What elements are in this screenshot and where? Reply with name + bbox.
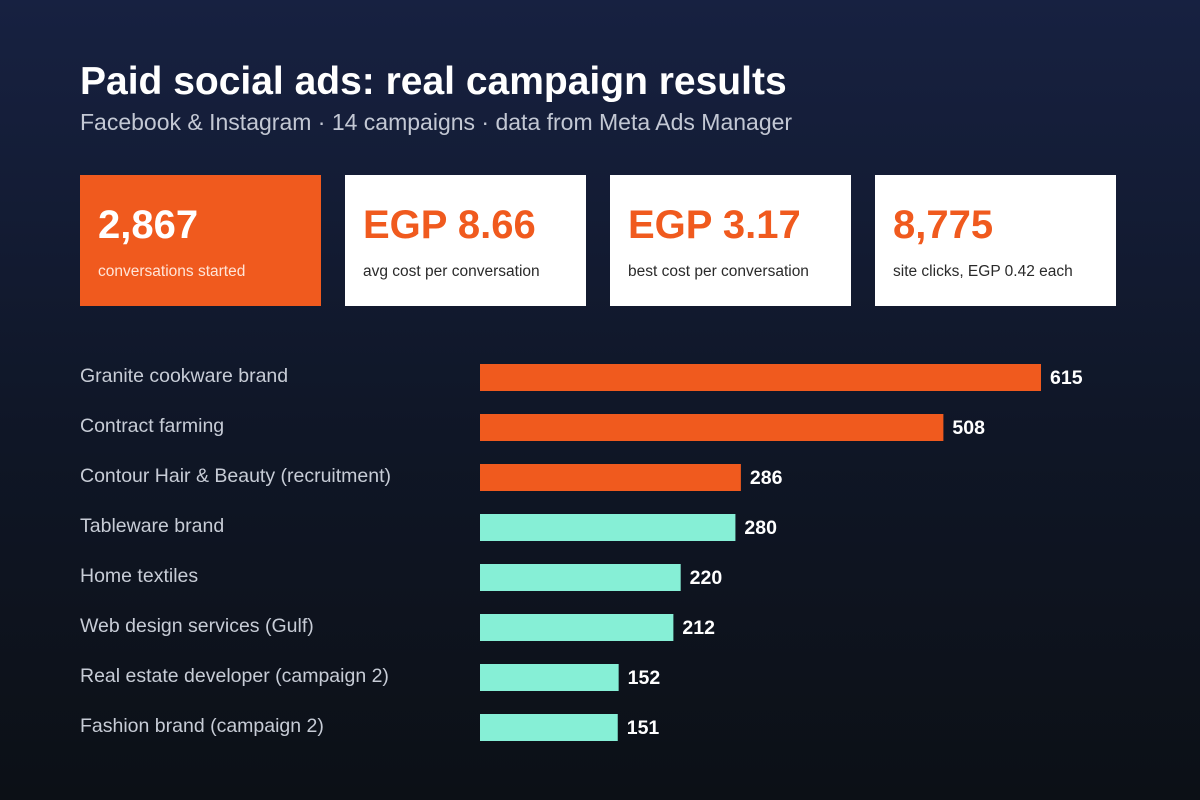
bar	[480, 414, 944, 441]
bar	[480, 614, 674, 641]
stat-label: site clicks, EGP 0.42 each	[893, 263, 1073, 280]
category-label: Tableware brand	[80, 515, 224, 537]
category-label: Contour Hair & Beauty (recruitment)	[80, 465, 391, 487]
bar-value-label: 286	[750, 467, 783, 489]
page-title: Paid social ads: real campaign results	[80, 60, 787, 103]
stat-card-avg-cost: EGP 8.66 avg cost per conversation	[345, 175, 586, 306]
category-label: Web design services (Gulf)	[80, 615, 314, 637]
stat-cards: 2,867 conversations started EGP 8.66 avg…	[80, 175, 1116, 306]
bar	[480, 564, 681, 591]
stat-label: conversations started	[98, 263, 246, 280]
bar	[480, 464, 741, 491]
stat-label: avg cost per conversation	[363, 263, 540, 280]
category-label: Home textiles	[80, 565, 198, 587]
bar-value-label: 151	[627, 717, 660, 739]
category-label: Fashion brand (campaign 2)	[80, 715, 324, 737]
bar-value-label: 152	[628, 667, 661, 689]
page-subtitle: Facebook & Instagram · 14 campaigns · da…	[80, 109, 793, 135]
stat-label: best cost per conversation	[628, 263, 809, 280]
category-label: Contract farming	[80, 415, 224, 437]
stat-card-site-clicks: 8,775 site clicks, EGP 0.42 each	[875, 175, 1116, 306]
category-label: Real estate developer (campaign 2)	[80, 665, 389, 687]
stat-value: EGP 8.66	[363, 203, 536, 247]
stat-value: 2,867	[98, 203, 199, 247]
stat-card-best-cost: EGP 3.17 best cost per conversation	[610, 175, 851, 306]
bar-value-label: 212	[682, 617, 715, 639]
bar-value-label: 508	[952, 417, 985, 439]
bar	[480, 664, 619, 691]
stat-value: 8,775	[893, 203, 994, 247]
bar-value-label: 615	[1050, 367, 1083, 389]
category-label: Granite cookware brand	[80, 365, 288, 387]
stat-value: EGP 3.17	[628, 203, 801, 247]
bar	[480, 514, 736, 541]
stat-card-conversations: 2,867 conversations started	[80, 175, 321, 306]
bar-value-label: 220	[690, 567, 723, 589]
bar	[480, 714, 618, 741]
bar	[480, 364, 1041, 391]
bar-value-label: 280	[744, 517, 777, 539]
